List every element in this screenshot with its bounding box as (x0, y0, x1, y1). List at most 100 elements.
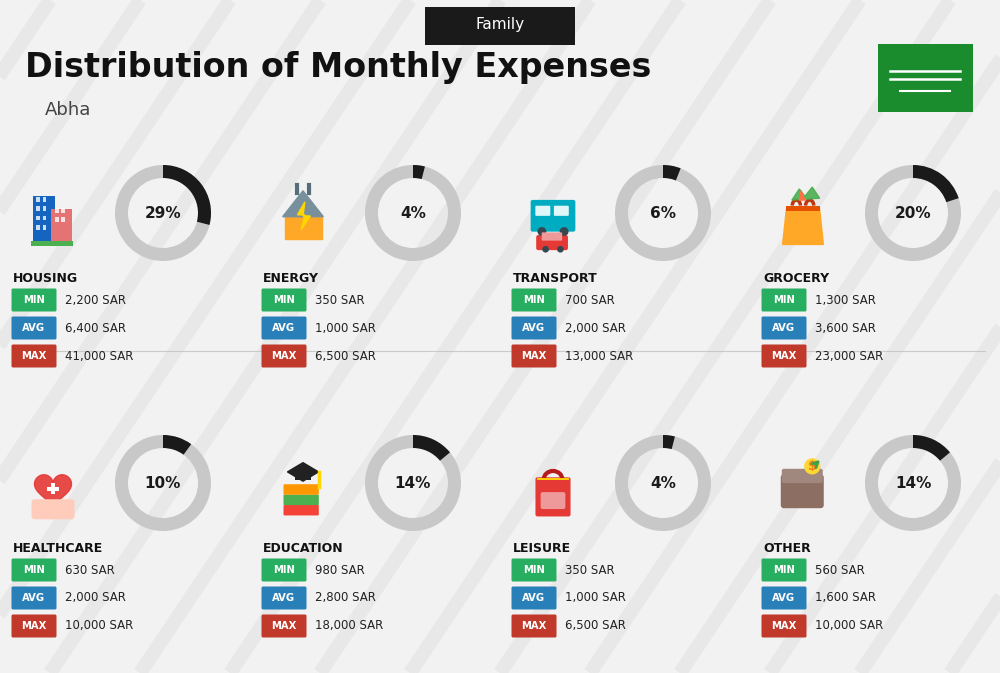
Polygon shape (283, 191, 323, 217)
Text: AVG: AVG (772, 323, 796, 333)
Text: MAX: MAX (521, 351, 547, 361)
Text: AVG: AVG (272, 323, 296, 333)
FancyBboxPatch shape (36, 207, 40, 211)
Text: 2,000 SAR: 2,000 SAR (65, 592, 126, 604)
Polygon shape (285, 217, 322, 239)
Text: MAX: MAX (21, 621, 47, 631)
Wedge shape (115, 165, 211, 261)
Polygon shape (792, 187, 820, 200)
Text: 6,500 SAR: 6,500 SAR (315, 349, 376, 363)
Wedge shape (115, 435, 211, 531)
Text: 20%: 20% (895, 205, 931, 221)
FancyBboxPatch shape (11, 345, 56, 367)
Text: 6,500 SAR: 6,500 SAR (565, 620, 626, 633)
FancyBboxPatch shape (31, 241, 73, 246)
FancyBboxPatch shape (55, 217, 59, 222)
Text: 1,300 SAR: 1,300 SAR (815, 293, 876, 306)
Text: 700 SAR: 700 SAR (565, 293, 615, 306)
FancyBboxPatch shape (512, 316, 556, 339)
Text: MIN: MIN (23, 295, 45, 305)
Wedge shape (865, 435, 961, 531)
FancyBboxPatch shape (781, 474, 824, 508)
FancyBboxPatch shape (762, 586, 806, 610)
FancyBboxPatch shape (43, 207, 46, 211)
Text: 630 SAR: 630 SAR (65, 563, 115, 577)
FancyBboxPatch shape (47, 487, 59, 491)
FancyBboxPatch shape (554, 206, 569, 216)
Text: MAX: MAX (521, 621, 547, 631)
Text: MIN: MIN (523, 565, 545, 575)
Polygon shape (783, 209, 823, 244)
FancyBboxPatch shape (262, 586, 306, 610)
Text: $: $ (808, 460, 817, 473)
FancyBboxPatch shape (512, 559, 556, 581)
Text: 23,000 SAR: 23,000 SAR (815, 349, 883, 363)
Text: MIN: MIN (23, 565, 45, 575)
FancyBboxPatch shape (61, 208, 65, 213)
Text: 10%: 10% (145, 476, 181, 491)
FancyBboxPatch shape (51, 483, 55, 494)
FancyBboxPatch shape (43, 197, 46, 202)
FancyBboxPatch shape (512, 614, 556, 637)
Polygon shape (35, 474, 71, 508)
Polygon shape (799, 191, 805, 200)
FancyBboxPatch shape (262, 289, 306, 312)
Text: HEALTHCARE: HEALTHCARE (13, 542, 103, 555)
Circle shape (804, 458, 820, 474)
FancyBboxPatch shape (531, 200, 575, 232)
Text: 4%: 4% (650, 476, 676, 491)
Wedge shape (163, 165, 211, 225)
Text: AVG: AVG (22, 323, 46, 333)
FancyBboxPatch shape (512, 289, 556, 312)
Wedge shape (615, 165, 711, 261)
FancyBboxPatch shape (33, 197, 55, 244)
Text: 560 SAR: 560 SAR (815, 563, 865, 577)
FancyBboxPatch shape (11, 559, 56, 581)
Text: MIN: MIN (273, 295, 295, 305)
Text: AVG: AVG (22, 593, 46, 603)
FancyBboxPatch shape (425, 7, 575, 45)
Text: EDUCATION: EDUCATION (263, 542, 344, 555)
FancyBboxPatch shape (782, 469, 823, 483)
Text: MIN: MIN (273, 565, 295, 575)
FancyBboxPatch shape (284, 484, 319, 495)
Wedge shape (865, 165, 961, 261)
FancyBboxPatch shape (32, 499, 75, 520)
Text: MIN: MIN (773, 295, 795, 305)
FancyBboxPatch shape (11, 614, 56, 637)
Text: 1,000 SAR: 1,000 SAR (565, 592, 626, 604)
Wedge shape (663, 435, 675, 449)
FancyBboxPatch shape (36, 225, 40, 229)
Text: TRANSPORT: TRANSPORT (513, 271, 598, 285)
Text: MAX: MAX (21, 351, 47, 361)
Wedge shape (413, 165, 425, 179)
Text: MAX: MAX (271, 351, 297, 361)
Text: 41,000 SAR: 41,000 SAR (65, 349, 133, 363)
Text: 14%: 14% (395, 476, 431, 491)
FancyBboxPatch shape (262, 316, 306, 339)
FancyBboxPatch shape (762, 289, 806, 312)
Text: Abha: Abha (45, 101, 91, 119)
Text: 2,000 SAR: 2,000 SAR (565, 322, 626, 334)
Text: 29%: 29% (145, 205, 181, 221)
Text: 350 SAR: 350 SAR (315, 293, 365, 306)
Text: AVG: AVG (522, 323, 546, 333)
Text: GROCERY: GROCERY (763, 271, 829, 285)
FancyBboxPatch shape (535, 206, 550, 216)
Text: MIN: MIN (523, 295, 545, 305)
Text: OTHER: OTHER (763, 542, 811, 555)
Text: AVG: AVG (772, 593, 796, 603)
Wedge shape (913, 165, 959, 202)
Text: MAX: MAX (771, 351, 797, 361)
Text: 10,000 SAR: 10,000 SAR (815, 620, 883, 633)
Text: HOUSING: HOUSING (13, 271, 78, 285)
FancyBboxPatch shape (11, 316, 56, 339)
Text: MAX: MAX (771, 621, 797, 631)
FancyBboxPatch shape (878, 44, 972, 112)
Text: 3,600 SAR: 3,600 SAR (815, 322, 876, 334)
FancyBboxPatch shape (61, 217, 65, 222)
Circle shape (560, 227, 569, 236)
FancyBboxPatch shape (262, 614, 306, 637)
FancyBboxPatch shape (536, 235, 568, 250)
FancyBboxPatch shape (36, 197, 40, 202)
